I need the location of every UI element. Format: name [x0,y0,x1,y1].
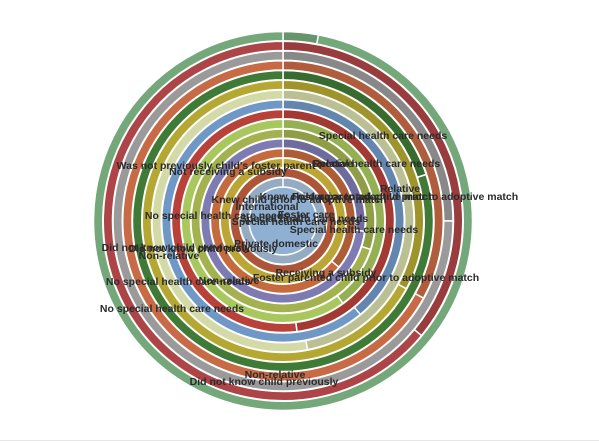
slice-label: Did not know child previously [129,243,278,255]
slice-label: Special health care needs [312,158,441,170]
ring-15-slice-1 [92,30,474,412]
page-divider [0,440,599,441]
slice-label: International [235,201,298,213]
slice-label: Non-relative [245,369,306,381]
slice-label: Foster parented child prior to adoptive … [253,272,479,284]
slice-label: Not receiving a subsidy [169,166,287,178]
slice-label: Non-relative [139,250,200,262]
slice-label: Knew child prior to adoptive match [259,191,434,203]
slice-label: No special health care needs [100,303,244,315]
slice-label: Private domestic [234,238,318,250]
slice-label: Special health care needs [290,224,419,236]
slice-label: Foster parented child prior to adoptive … [292,191,518,203]
slice-label: Relative [313,158,353,170]
slice-label: Special health care needs [232,216,361,228]
slice-label: Special health care needs [319,130,448,142]
slice-label: Receiving a subsidy [276,267,377,279]
slice-label: Did not know child previously [102,242,251,254]
chart-rings [92,30,474,412]
slice-label: No special health care needs [106,276,250,288]
slice-label: No special health care needs [145,210,289,222]
slice-label: Special health care needs [240,213,369,225]
slice-label: Relative [380,183,420,195]
slice-label: Knew child prior to adoptive match [211,194,386,206]
slice-label: Did not know child previously [190,376,339,388]
slice-label: Non-relative [199,275,260,287]
slice-label: Was not previously child's foster parent [117,160,316,172]
slice-label: Foster care [278,209,335,221]
